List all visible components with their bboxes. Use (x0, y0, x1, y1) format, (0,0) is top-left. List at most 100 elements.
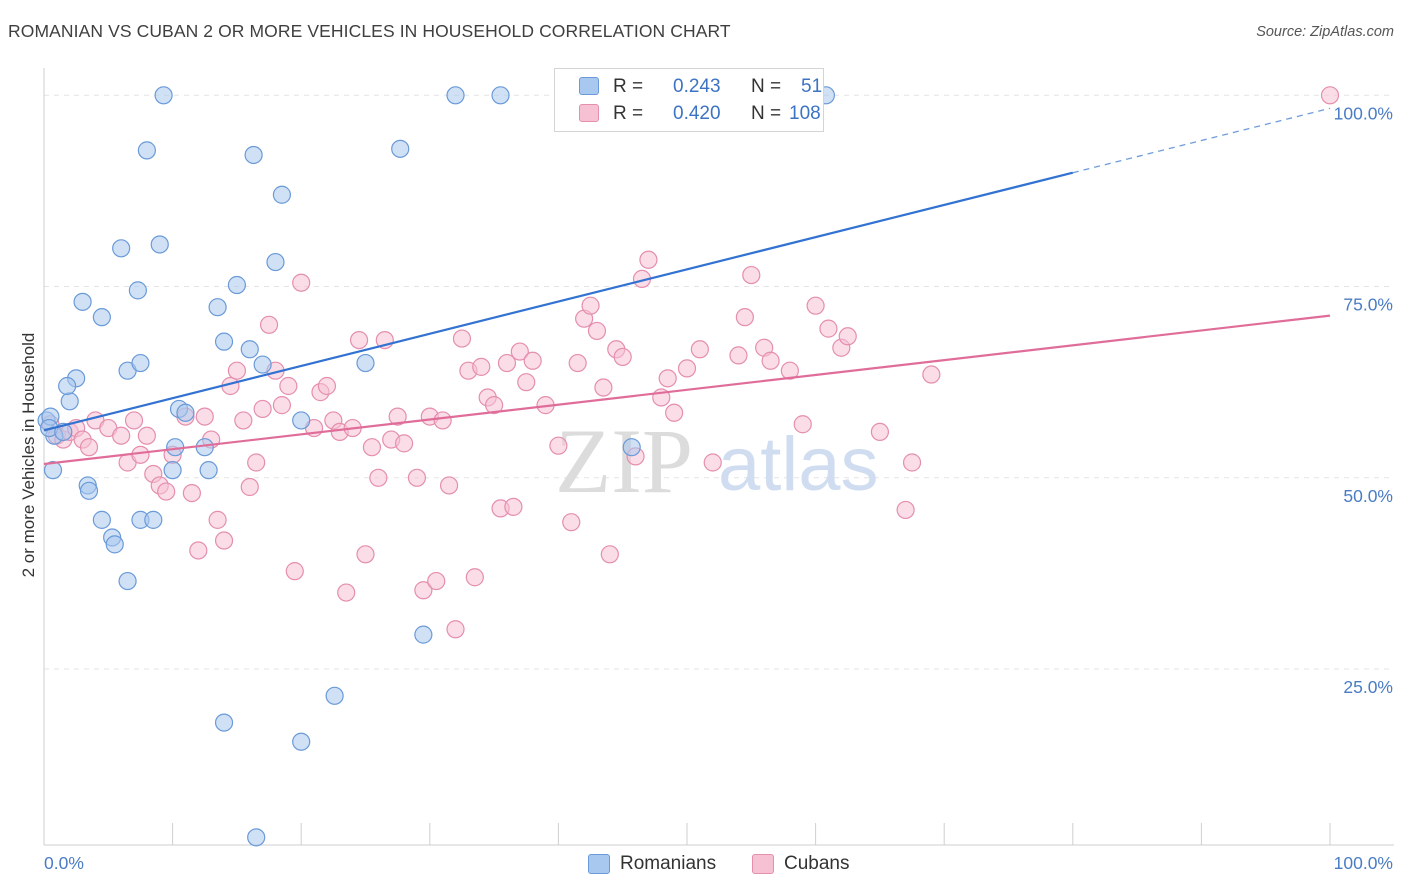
data-point-romanians (176, 403, 195, 422)
data-point-cubans (247, 453, 266, 472)
data-point-romanians (150, 235, 169, 254)
data-point-romanians (214, 713, 234, 732)
data-point-romanians (356, 353, 375, 373)
data-point-romanians (144, 510, 163, 529)
series-cubans (41, 86, 1340, 639)
data-point-romanians (43, 461, 63, 480)
data-point-romanians (163, 461, 182, 480)
data-point-cubans (137, 426, 156, 445)
x-tick-label: 0.0% (44, 853, 84, 873)
data-point-cubans (195, 407, 214, 426)
data-point-romanians (118, 571, 137, 591)
trend-lines (43, 107, 1331, 466)
y-tick-label: 100.0% (1334, 103, 1393, 123)
legend-r-label: R = (613, 103, 644, 124)
data-point-romanians (73, 292, 92, 311)
data-point-romanians (60, 392, 79, 411)
data-point-cubans (735, 308, 754, 327)
data-point-cubans (407, 468, 427, 487)
data-point-romanians (137, 141, 156, 160)
data-point-cubans (902, 453, 922, 472)
legend-swatch-romanians (579, 77, 599, 95)
data-point-cubans (182, 484, 201, 503)
data-point-cubans (517, 373, 536, 392)
data-point-cubans (337, 583, 356, 602)
data-point-cubans (568, 353, 587, 373)
legend-r-value: 0.243 (673, 76, 721, 97)
data-point-romanians (58, 376, 77, 396)
data-point-cubans (793, 415, 812, 434)
legend-n-label: N = (751, 76, 782, 97)
data-point-cubans (504, 497, 523, 516)
legend-r-label: R = (613, 76, 644, 97)
data-point-romanians (244, 145, 263, 165)
data-point-cubans (497, 353, 517, 373)
data-point-cubans (369, 468, 388, 487)
data-point-cubans (562, 513, 581, 532)
y-tick-label: 50.0% (1343, 486, 1393, 506)
trend-line-romanians-extrapolated (1072, 107, 1331, 174)
data-point-cubans (806, 296, 825, 315)
data-point-cubans (253, 399, 272, 419)
data-point-cubans (208, 510, 227, 529)
data-point-cubans (780, 361, 799, 380)
data-point-romanians (622, 438, 641, 457)
data-point-cubans (362, 438, 382, 457)
data-point-cubans (317, 376, 337, 396)
data-point-cubans (665, 403, 684, 422)
data-point-cubans (587, 321, 607, 341)
legend-box: R = 0.243 N = 51 R = 0.420 N = 108 (554, 68, 824, 132)
y-tick-label: 25.0% (1343, 677, 1393, 697)
data-point-cubans (465, 568, 484, 587)
data-point-cubans (157, 482, 176, 501)
data-point-cubans (349, 331, 369, 350)
legend-n-label: N = (751, 103, 782, 124)
data-point-cubans (124, 411, 144, 430)
data-point-cubans (394, 434, 414, 453)
data-point-cubans (234, 411, 253, 430)
bottom-legend-swatch-cubans (752, 854, 774, 874)
legend-n-value: 108 (789, 103, 821, 124)
source-label: Source: ZipAtlas.com (1256, 24, 1394, 40)
data-point-romanians (292, 732, 311, 751)
data-point-cubans (549, 436, 568, 455)
watermark-zip: ZIP (555, 410, 693, 512)
bottom-legend: Romanians Cubans (0, 852, 1406, 878)
data-point-cubans (485, 396, 504, 415)
data-point-romanians (214, 332, 234, 351)
data-point-romanians (266, 252, 285, 272)
data-point-cubans (292, 273, 311, 292)
data-point-cubans (600, 545, 619, 564)
data-point-romanians (128, 281, 147, 300)
data-point-cubans (581, 296, 600, 315)
grid-lines (44, 94, 1394, 670)
data-point-cubans (446, 620, 465, 639)
data-point-cubans (870, 422, 890, 441)
data-point-cubans (677, 359, 697, 378)
data-point-cubans (279, 376, 298, 396)
data-point-cubans (639, 250, 658, 269)
data-point-romanians (247, 828, 266, 847)
data-point-cubans (690, 340, 709, 359)
data-point-cubans (742, 265, 761, 285)
bottom-legend-swatch-romanians (588, 854, 610, 874)
data-point-cubans (131, 445, 150, 464)
data-point-cubans (922, 365, 941, 384)
data-point-romanians (199, 461, 218, 480)
trend-line-cubans (43, 314, 1331, 466)
data-point-cubans (259, 315, 279, 334)
data-point-cubans (272, 396, 292, 415)
data-point-cubans (472, 357, 491, 376)
data-point-cubans (819, 319, 838, 338)
data-point-romanians (208, 298, 227, 317)
watermark-atlas: atlas (718, 422, 879, 507)
data-point-cubans (427, 571, 446, 591)
data-point-cubans (1320, 86, 1340, 105)
data-point-cubans (227, 361, 246, 380)
data-point-romanians (79, 481, 99, 500)
data-point-cubans (433, 411, 452, 430)
watermark: ZIP atlas (555, 410, 879, 512)
data-point-romanians (227, 275, 246, 295)
bottom-legend-label-romanians: Romanians (620, 853, 717, 874)
